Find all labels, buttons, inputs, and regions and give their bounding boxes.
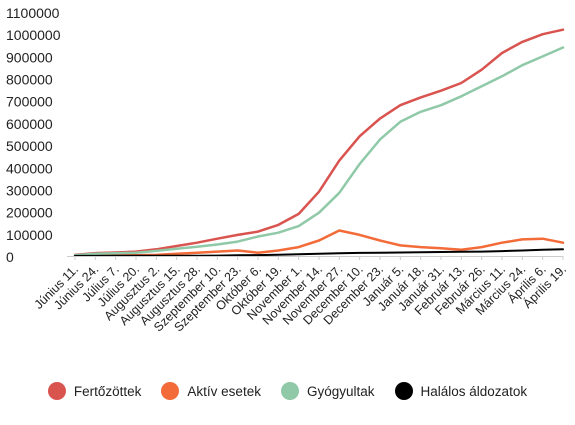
- y-tick-label: 700000: [6, 94, 53, 110]
- y-tick-label: 1100000: [6, 5, 60, 21]
- y-tick-label: 400000: [6, 160, 53, 176]
- legend-item-aktiv-esetek[interactable]: Aktív esetek: [161, 382, 261, 400]
- legend-dot-halalos-aldozatok: [394, 382, 413, 400]
- y-tick-label: 200000: [6, 205, 53, 221]
- legend-label-fertozottek: Fertőzöttek: [73, 383, 142, 399]
- series-lines: [73, 28, 565, 257]
- legend-dot-gyogyultak: [280, 382, 299, 400]
- y-tick-label: 100000: [6, 227, 53, 243]
- y-tick-label: 0: [6, 249, 14, 265]
- legend-item-gyogyultak[interactable]: Gyógyultak: [280, 382, 375, 400]
- legend-label-halalos-aldozatok: Halálos áldozatok: [420, 383, 528, 399]
- legend: Fertőzöttek Aktív esetek Gyógyultak Halá…: [0, 378, 575, 404]
- x-axis: Június 11.Június 24.Július 7.Július 20.A…: [32, 256, 569, 335]
- series-line-1: [73, 28, 565, 257]
- series-line-4: [74, 248, 564, 257]
- legend-label-aktiv-esetek: Aktív esetek: [187, 383, 261, 399]
- legend-item-fertozottek[interactable]: Fertőzöttek: [47, 382, 142, 400]
- y-tick-label: 300000: [6, 182, 53, 198]
- series-line-3: [73, 46, 565, 257]
- y-axis: 0 100000 200000 300000 400000 500000 600000 700…: [6, 5, 61, 265]
- legend-dot-fertozottek: [47, 382, 66, 400]
- legend-label-gyogyultak: Gyógyultak: [306, 383, 375, 399]
- legend-dot-aktiv-esetek: [161, 382, 180, 400]
- y-tick-label: 800000: [6, 72, 53, 88]
- legend-item-halalos-aldozatok[interactable]: Halálos áldozatok: [394, 382, 528, 400]
- y-tick-label: 1000000: [6, 27, 61, 43]
- y-tick-label: 500000: [6, 138, 53, 154]
- y-tick-label: 900000: [6, 49, 53, 65]
- y-tick-label: 600000: [6, 116, 53, 132]
